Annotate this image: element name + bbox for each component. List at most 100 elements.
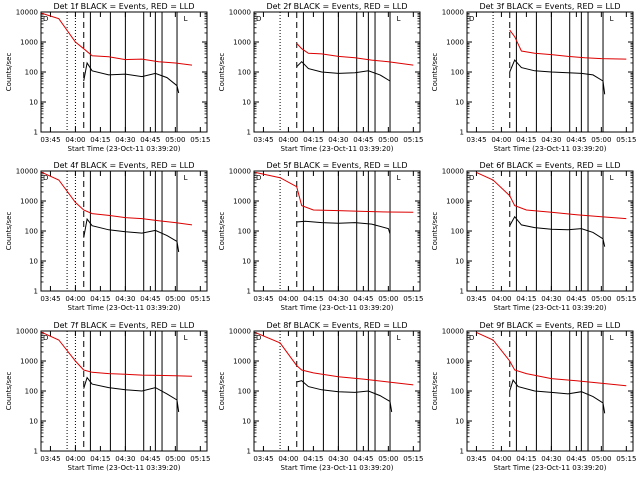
x-tick-label: 04:00	[491, 136, 511, 144]
y-tick-label: 1	[247, 288, 251, 296]
x-tick-label: 04:45	[566, 295, 586, 303]
x-tick-label: 03:45	[466, 295, 486, 303]
x-tick-label: 05:15	[190, 455, 210, 463]
x-tick-label: 04:30	[328, 455, 348, 463]
x-axis-label: Start Time (23-Oct-11 03:39:20)	[281, 304, 394, 312]
x-tick-label: 04:45	[140, 136, 160, 144]
panel-title: Det 7f BLACK = Events, RED = LLD	[53, 321, 194, 330]
y-tick-label: 10	[455, 258, 464, 266]
series-line-red	[41, 171, 193, 226]
y-axis-label: Counts/sec	[218, 53, 226, 92]
y-tick-label: 10	[242, 258, 251, 266]
y-tick-label: 1	[247, 448, 251, 456]
y-tick-label: 10000	[16, 168, 38, 176]
x-tick-label: 05:00	[165, 295, 185, 303]
panel-det-7: Det 7f BLACK = Events, RED = LLD 1 10 100 10…	[5, 321, 210, 472]
y-tick-label: 10000	[442, 9, 464, 17]
y-tick-label: 100	[451, 228, 464, 236]
x-tick-label: 04:00	[65, 455, 85, 463]
y-tick-label: 1000	[20, 198, 38, 206]
plot-frame	[253, 170, 421, 292]
x-tick-label: 04:00	[491, 295, 511, 303]
series-line-black	[296, 380, 393, 413]
corner-badge-right: L	[610, 174, 614, 182]
panel-det-4: Det 4f BLACK = Events, RED = LLD 1 10 100 10…	[5, 161, 210, 312]
series-line-red	[41, 12, 193, 66]
y-tick-label: 100	[25, 69, 38, 77]
y-axis-label: Counts/sec	[5, 53, 13, 92]
y-tick-label: 1	[460, 448, 464, 456]
x-tick-label: 04:00	[491, 455, 511, 463]
y-tick-label: 10000	[229, 328, 251, 336]
corner-badge: D	[43, 15, 48, 23]
x-tick-label: 04:00	[65, 295, 85, 303]
panel-title: Det 4f BLACK = Events, RED = LLD	[53, 161, 194, 170]
x-tick-label: 04:15	[303, 455, 323, 463]
x-tick-label: 04:45	[353, 295, 373, 303]
panel-title: Det 2f BLACK = Events, RED = LLD	[266, 2, 407, 11]
x-axis-label: Start Time (23-Oct-11 03:39:20)	[68, 304, 181, 312]
y-tick-label: 1	[247, 129, 251, 137]
panel-title: Det 6f BLACK = Events, RED = LLD	[479, 161, 620, 170]
corner-badge-right: L	[184, 334, 188, 342]
plot-frame	[253, 11, 421, 133]
corner-badge-right: L	[610, 15, 614, 23]
corner-badge: D	[43, 334, 48, 342]
x-tick-label: 04:00	[278, 295, 298, 303]
x-tick-label: 04:45	[566, 136, 586, 144]
panel-title: Det 1f BLACK = Events, RED = LLD	[53, 2, 194, 11]
x-tick-label: 04:15	[90, 455, 110, 463]
x-tick-label: 03:45	[253, 136, 273, 144]
series-line-black	[509, 379, 606, 414]
plot-frame	[40, 11, 208, 133]
corner-badge-right: L	[397, 334, 401, 342]
x-tick-label: 05:00	[591, 455, 611, 463]
series-line-red	[254, 171, 414, 213]
y-axis-label: Counts/sec	[218, 372, 226, 411]
x-tick-label: 05:15	[616, 136, 636, 144]
x-tick-label: 04:30	[115, 295, 135, 303]
y-tick-label: 1000	[233, 198, 251, 206]
corner-badge: D	[43, 174, 48, 182]
x-tick-label: 04:00	[278, 136, 298, 144]
x-tick-label: 05:15	[403, 136, 423, 144]
panel-title: Det 9f BLACK = Events, RED = LLD	[479, 321, 620, 330]
y-tick-label: 10	[242, 418, 251, 426]
x-tick-label: 04:00	[65, 136, 85, 144]
y-tick-label: 100	[451, 69, 464, 77]
series-line-red	[476, 171, 627, 220]
y-tick-label: 10000	[16, 328, 38, 336]
series-line-black	[296, 60, 391, 82]
y-tick-label: 1	[460, 288, 464, 296]
panel-title: Det 3f BLACK = Events, RED = LLD	[479, 2, 620, 11]
corner-badge: D	[469, 15, 474, 23]
series-line-red	[476, 331, 627, 387]
x-tick-label: 05:15	[190, 295, 210, 303]
corner-badge: D	[469, 174, 474, 182]
y-tick-label: 100	[238, 228, 251, 236]
series-line-black	[83, 217, 180, 253]
x-axis-label: Start Time (23-Oct-11 03:39:20)	[494, 464, 607, 472]
x-tick-label: 05:00	[378, 455, 398, 463]
y-axis-label: Counts/sec	[431, 212, 439, 251]
x-tick-label: 04:15	[303, 295, 323, 303]
y-tick-label: 100	[238, 69, 251, 77]
x-tick-label: 04:15	[90, 295, 110, 303]
series-line-black	[83, 61, 180, 94]
series-line-black	[83, 376, 180, 413]
x-tick-label: 03:45	[40, 455, 60, 463]
y-tick-label: 1000	[233, 39, 251, 47]
series-line-red	[254, 331, 414, 386]
y-tick-label: 1	[460, 129, 464, 137]
y-axis-label: Counts/sec	[431, 372, 439, 411]
y-tick-label: 10000	[229, 9, 251, 17]
corner-badge: D	[256, 174, 261, 182]
x-tick-label: 04:30	[541, 295, 561, 303]
x-tick-label: 04:30	[115, 136, 135, 144]
y-axis-label: Counts/sec	[218, 212, 226, 251]
x-tick-label: 04:30	[541, 455, 561, 463]
series-line-black	[509, 59, 606, 95]
x-tick-label: 03:45	[466, 455, 486, 463]
y-axis-label: Counts/sec	[5, 372, 13, 411]
